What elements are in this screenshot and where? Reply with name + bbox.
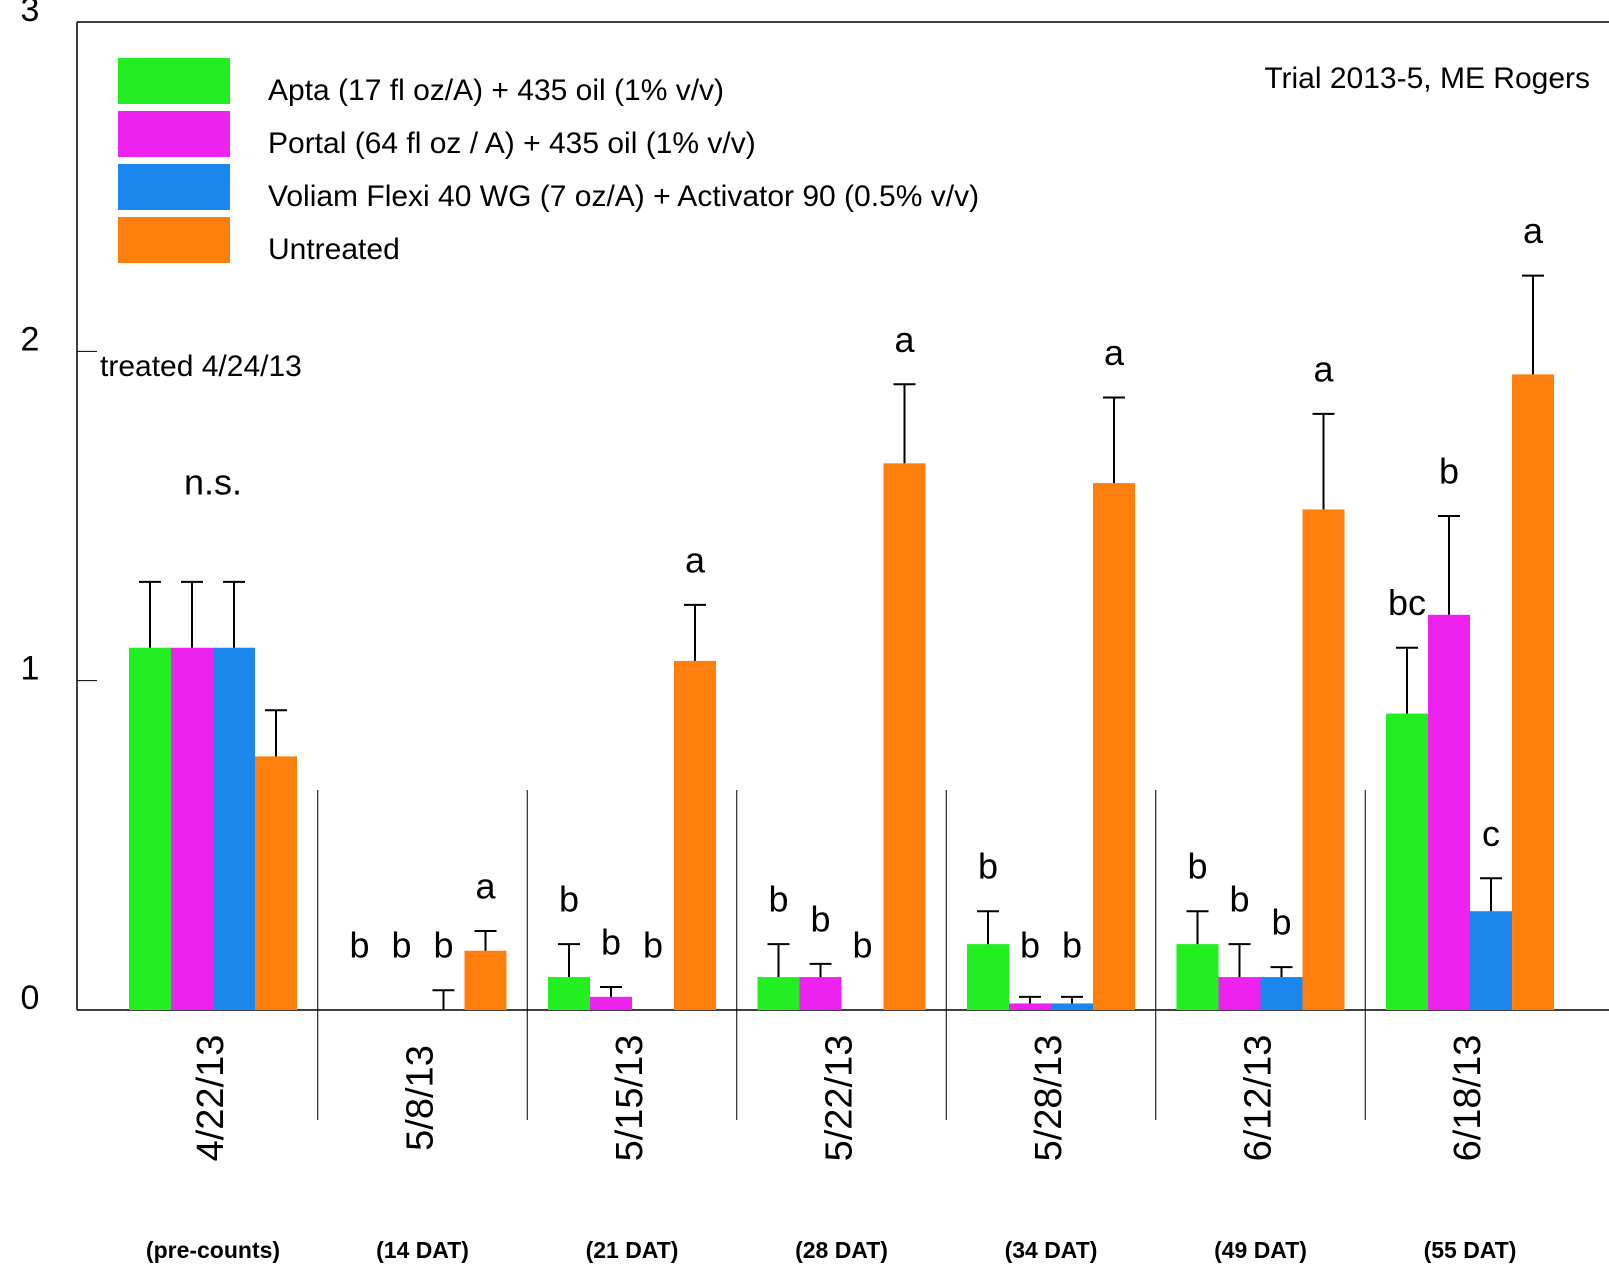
legend-swatch (118, 58, 230, 104)
bar (464, 950, 507, 1010)
significance-letter: b (601, 921, 621, 962)
y-tick-label: 0 (21, 979, 40, 1017)
bar (171, 647, 213, 1010)
significance-letter: b (643, 925, 663, 966)
significance-letter: b (433, 925, 453, 966)
group-annotation: n.s. (184, 462, 242, 503)
x-tick-label: 5/15/13 (609, 1035, 651, 1162)
bar (1009, 1003, 1051, 1010)
x-tick-label: 6/18/13 (1447, 1035, 1489, 1162)
significance-letter: c (1482, 813, 1500, 854)
significance-letter: b (1439, 451, 1459, 492)
trial-note: Trial 2013-5, ME Rogers (1264, 62, 1590, 95)
significance-letter: bc (1388, 582, 1426, 623)
bar (1302, 509, 1345, 1010)
significance-letter: a (1523, 210, 1544, 251)
x-tick-label: 4/22/13 (190, 1035, 232, 1162)
y-tick-label: 2 (21, 320, 40, 358)
significance-letter: a (685, 539, 706, 580)
bar (1093, 483, 1135, 1011)
bar (1428, 614, 1470, 1010)
significance-letter: b (1271, 902, 1291, 943)
legend-swatch (118, 111, 230, 157)
significance-letter: b (1229, 879, 1249, 920)
bar (1470, 911, 1512, 1010)
significance-letter: b (1187, 846, 1207, 887)
significance-letter: b (349, 925, 369, 966)
significance-letter: a (894, 319, 915, 360)
bar (1051, 1003, 1093, 1010)
bar (1386, 713, 1428, 1010)
x-sublabel: (49 DAT) (1214, 1237, 1307, 1263)
significance-letter: a (1104, 332, 1125, 373)
y-tick-label: 3 (21, 0, 40, 29)
x-tick-label: 6/12/13 (1238, 1035, 1280, 1162)
x-tick-label: 5/28/13 (1028, 1035, 1070, 1162)
significance-letter: b (1062, 925, 1082, 966)
significance-letter: b (1020, 925, 1040, 966)
x-sublabel: (55 DAT) (1424, 1237, 1517, 1263)
significance-letter: b (810, 898, 830, 939)
x-sublabel: (28 DAT) (795, 1237, 888, 1263)
bar (799, 977, 842, 1010)
bar (1260, 977, 1303, 1010)
bar (757, 977, 800, 1010)
significance-letter: b (768, 879, 788, 920)
treatment-note: treated 4/24/13 (100, 350, 302, 383)
bar (1512, 374, 1554, 1010)
bar (1176, 944, 1219, 1010)
legend-label: Portal (64 fl oz / A) + 435 oil (1% v/v) (268, 127, 756, 160)
significance-letter: b (559, 879, 579, 920)
y-tick-label: 1 (21, 650, 40, 688)
bar (548, 977, 590, 1010)
legend-label: Untreated (268, 233, 400, 266)
x-sublabel: (pre-counts) (146, 1237, 280, 1263)
x-sublabel: (21 DAT) (586, 1237, 679, 1263)
bar (213, 647, 255, 1010)
x-tick-label: 5/22/13 (819, 1035, 861, 1162)
significance-letter: b (978, 846, 998, 887)
bar (1218, 977, 1261, 1010)
x-sublabel: (14 DAT) (376, 1237, 469, 1263)
legend-label: Apta (17 fl oz/A) + 435 oil (1% v/v) (268, 74, 724, 107)
bar (590, 996, 632, 1010)
bar (967, 944, 1009, 1010)
legend-label: Voliam Flexi 40 WG (7 oz/A) + Activator … (268, 180, 979, 213)
bar (129, 647, 171, 1010)
bar (255, 756, 297, 1010)
significance-letter: b (852, 925, 872, 966)
bar (674, 660, 716, 1010)
x-tick-label: 5/8/13 (400, 1045, 442, 1151)
bar (883, 463, 926, 1011)
legend-swatch (118, 217, 230, 263)
significance-letter: b (391, 925, 411, 966)
significance-letter: a (1313, 348, 1334, 389)
significance-letter: a (475, 865, 496, 906)
legend-swatch (118, 164, 230, 210)
x-sublabel: (34 DAT) (1005, 1237, 1098, 1263)
